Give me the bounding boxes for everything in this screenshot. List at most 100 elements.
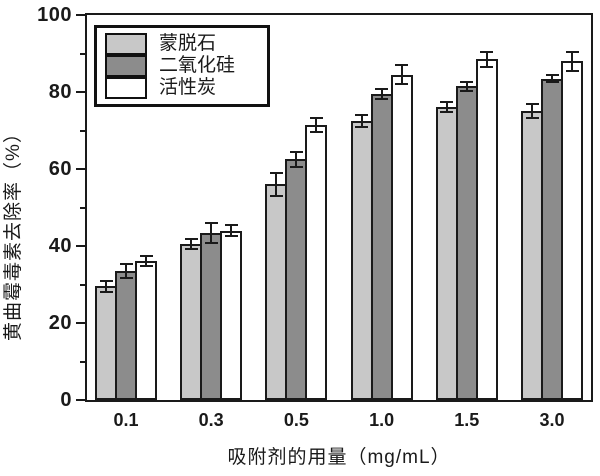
error-bar xyxy=(531,104,533,119)
y-tick-label: 0 xyxy=(60,389,72,411)
y-minor-tick-mark xyxy=(80,360,85,363)
error-bar-cap xyxy=(309,116,323,119)
error-bar-cap xyxy=(375,87,389,90)
error-bar-cap xyxy=(204,221,218,224)
error-bar xyxy=(445,102,448,113)
error-bar-cap xyxy=(224,235,238,238)
bar-二氧化硅-0.5 xyxy=(285,159,308,400)
legend-label-montmorillonite: 蒙脱石 xyxy=(159,33,217,54)
error-bar-cap xyxy=(565,69,579,72)
error-bar-cap xyxy=(355,114,369,117)
error-bar-cap xyxy=(545,81,559,83)
error-bar xyxy=(551,75,553,82)
error-bar xyxy=(465,81,468,91)
bar-二氧化硅-1.5 xyxy=(455,86,478,400)
error-bar-cap xyxy=(440,111,454,114)
error-bar-cap xyxy=(460,89,474,92)
y-tick-label: 60 xyxy=(48,158,72,180)
bar-蒙脱石-0.1 xyxy=(95,286,117,400)
legend-item-montmorillonite: 蒙脱石 xyxy=(105,33,259,55)
error-bar-cap xyxy=(460,80,474,83)
y-tick-label: 40 xyxy=(48,235,72,257)
error-bar-cap xyxy=(375,98,389,101)
plot-area: 蒙脱石 二氧化硅 活性炭 xyxy=(85,13,593,402)
error-bar-cap xyxy=(309,130,323,133)
error-bar xyxy=(400,65,403,84)
y-tick-mark xyxy=(76,91,85,93)
bar-二氧化硅-3.0 xyxy=(541,78,563,400)
y-minor-tick-mark xyxy=(80,283,85,286)
legend-label-activated-carbon: 活性炭 xyxy=(159,77,217,98)
bar-活性炭-0.1 xyxy=(135,261,157,400)
error-bar-cap xyxy=(545,74,559,77)
bar-活性炭-0.5 xyxy=(305,124,328,400)
legend-item-silica: 二氧化硅 xyxy=(105,55,259,77)
x-tick-label: 0.1 xyxy=(113,410,139,430)
x-tick-label: 1.0 xyxy=(369,410,395,430)
bar-蒙脱石-0.5 xyxy=(265,184,288,400)
error-bar-cap xyxy=(565,50,579,53)
bar-活性炭-1.5 xyxy=(475,59,498,400)
error-bar-cap xyxy=(395,64,409,67)
bar-二氧化硅-0.1 xyxy=(115,271,137,400)
y-minor-tick-mark xyxy=(80,129,85,132)
error-bar xyxy=(145,256,147,267)
y-tick-mark xyxy=(76,399,85,401)
y-tick-mark xyxy=(76,245,85,247)
error-bar xyxy=(485,51,488,67)
error-bar-cap xyxy=(355,125,369,128)
bar-蒙脱石-1.5 xyxy=(435,107,458,400)
legend-swatch-silica xyxy=(105,55,147,77)
bar-蒙脱石-3.0 xyxy=(521,111,543,400)
y-tick-mark xyxy=(76,14,85,16)
error-bar-cap xyxy=(440,101,454,104)
legend: 蒙脱石 二氧化硅 活性炭 xyxy=(94,25,270,107)
error-bar-cap xyxy=(269,171,283,174)
bar-二氧化硅-1.0 xyxy=(370,93,393,400)
x-tick-label: 0.5 xyxy=(283,410,309,430)
error-bar-cap xyxy=(224,223,238,226)
error-bar-cap xyxy=(184,248,198,251)
error-bar xyxy=(210,222,213,243)
legend-swatch-activated-carbon xyxy=(105,77,147,99)
error-bar xyxy=(190,238,193,250)
bar-二氧化硅-0.3 xyxy=(200,232,223,400)
error-bar xyxy=(295,151,298,168)
error-bar-cap xyxy=(139,265,153,268)
y-tick-mark xyxy=(76,168,85,170)
error-bar-cap xyxy=(289,166,303,169)
x-tick-label: 0.3 xyxy=(198,410,224,430)
y-tick-label: 80 xyxy=(48,81,72,103)
y-minor-tick-mark xyxy=(80,52,85,55)
error-bar xyxy=(230,224,233,237)
error-bar xyxy=(275,172,278,196)
legend-swatch-montmorillonite xyxy=(105,33,147,55)
error-bar-cap xyxy=(99,291,113,294)
y-minor-tick-mark xyxy=(80,206,85,209)
error-bar-cap xyxy=(139,255,153,258)
error-bar-cap xyxy=(204,241,218,244)
error-bar xyxy=(125,264,127,278)
x-axis-title: 吸附剂的用量（mg/mL） xyxy=(227,447,451,468)
error-bar-cap xyxy=(184,237,198,240)
bar-蒙脱石-0.3 xyxy=(180,244,203,400)
bar-蒙脱石-1.0 xyxy=(350,120,373,400)
x-tick-label: 1.5 xyxy=(454,410,480,430)
bar-活性炭-3.0 xyxy=(561,61,583,400)
error-bar xyxy=(360,115,363,127)
y-tick-mark xyxy=(76,322,85,324)
error-bar xyxy=(380,88,383,100)
error-bar-cap xyxy=(480,50,494,53)
error-bar-cap xyxy=(269,194,283,197)
legend-label-silica: 二氧化硅 xyxy=(159,55,236,76)
bar-活性炭-0.3 xyxy=(220,230,243,400)
error-bar-cap xyxy=(480,65,494,68)
error-bar-cap xyxy=(525,117,539,120)
error-bar-cap xyxy=(119,276,133,279)
error-bar-cap xyxy=(289,150,303,153)
error-bar xyxy=(315,117,318,132)
error-bar-cap xyxy=(395,82,409,85)
error-bar xyxy=(571,51,573,71)
error-bar xyxy=(105,280,107,293)
